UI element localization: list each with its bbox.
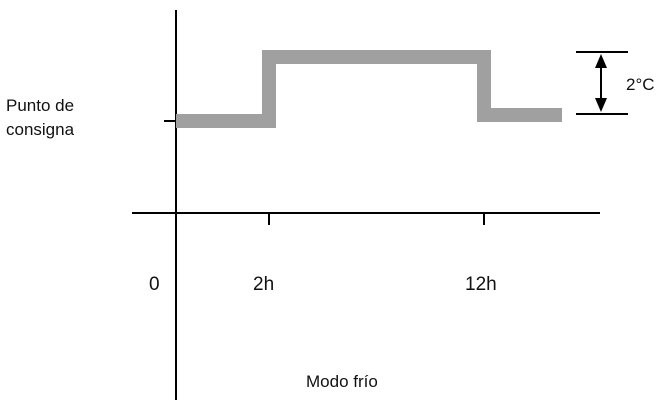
setpoint-profile-line — [176, 50, 562, 128]
mode-label: Modo frío — [306, 372, 378, 391]
double-arrow-icon — [595, 54, 607, 112]
x-tick-label-2h: 2h — [253, 274, 274, 295]
delta-label: 2°C — [626, 75, 655, 94]
x-tick-label-0: 0 — [149, 274, 160, 295]
setpoint-label-line1: Punto de — [6, 96, 74, 115]
x-tick-label-12h: 12h — [465, 274, 497, 295]
setpoint-label-line2: consigna — [6, 120, 75, 139]
